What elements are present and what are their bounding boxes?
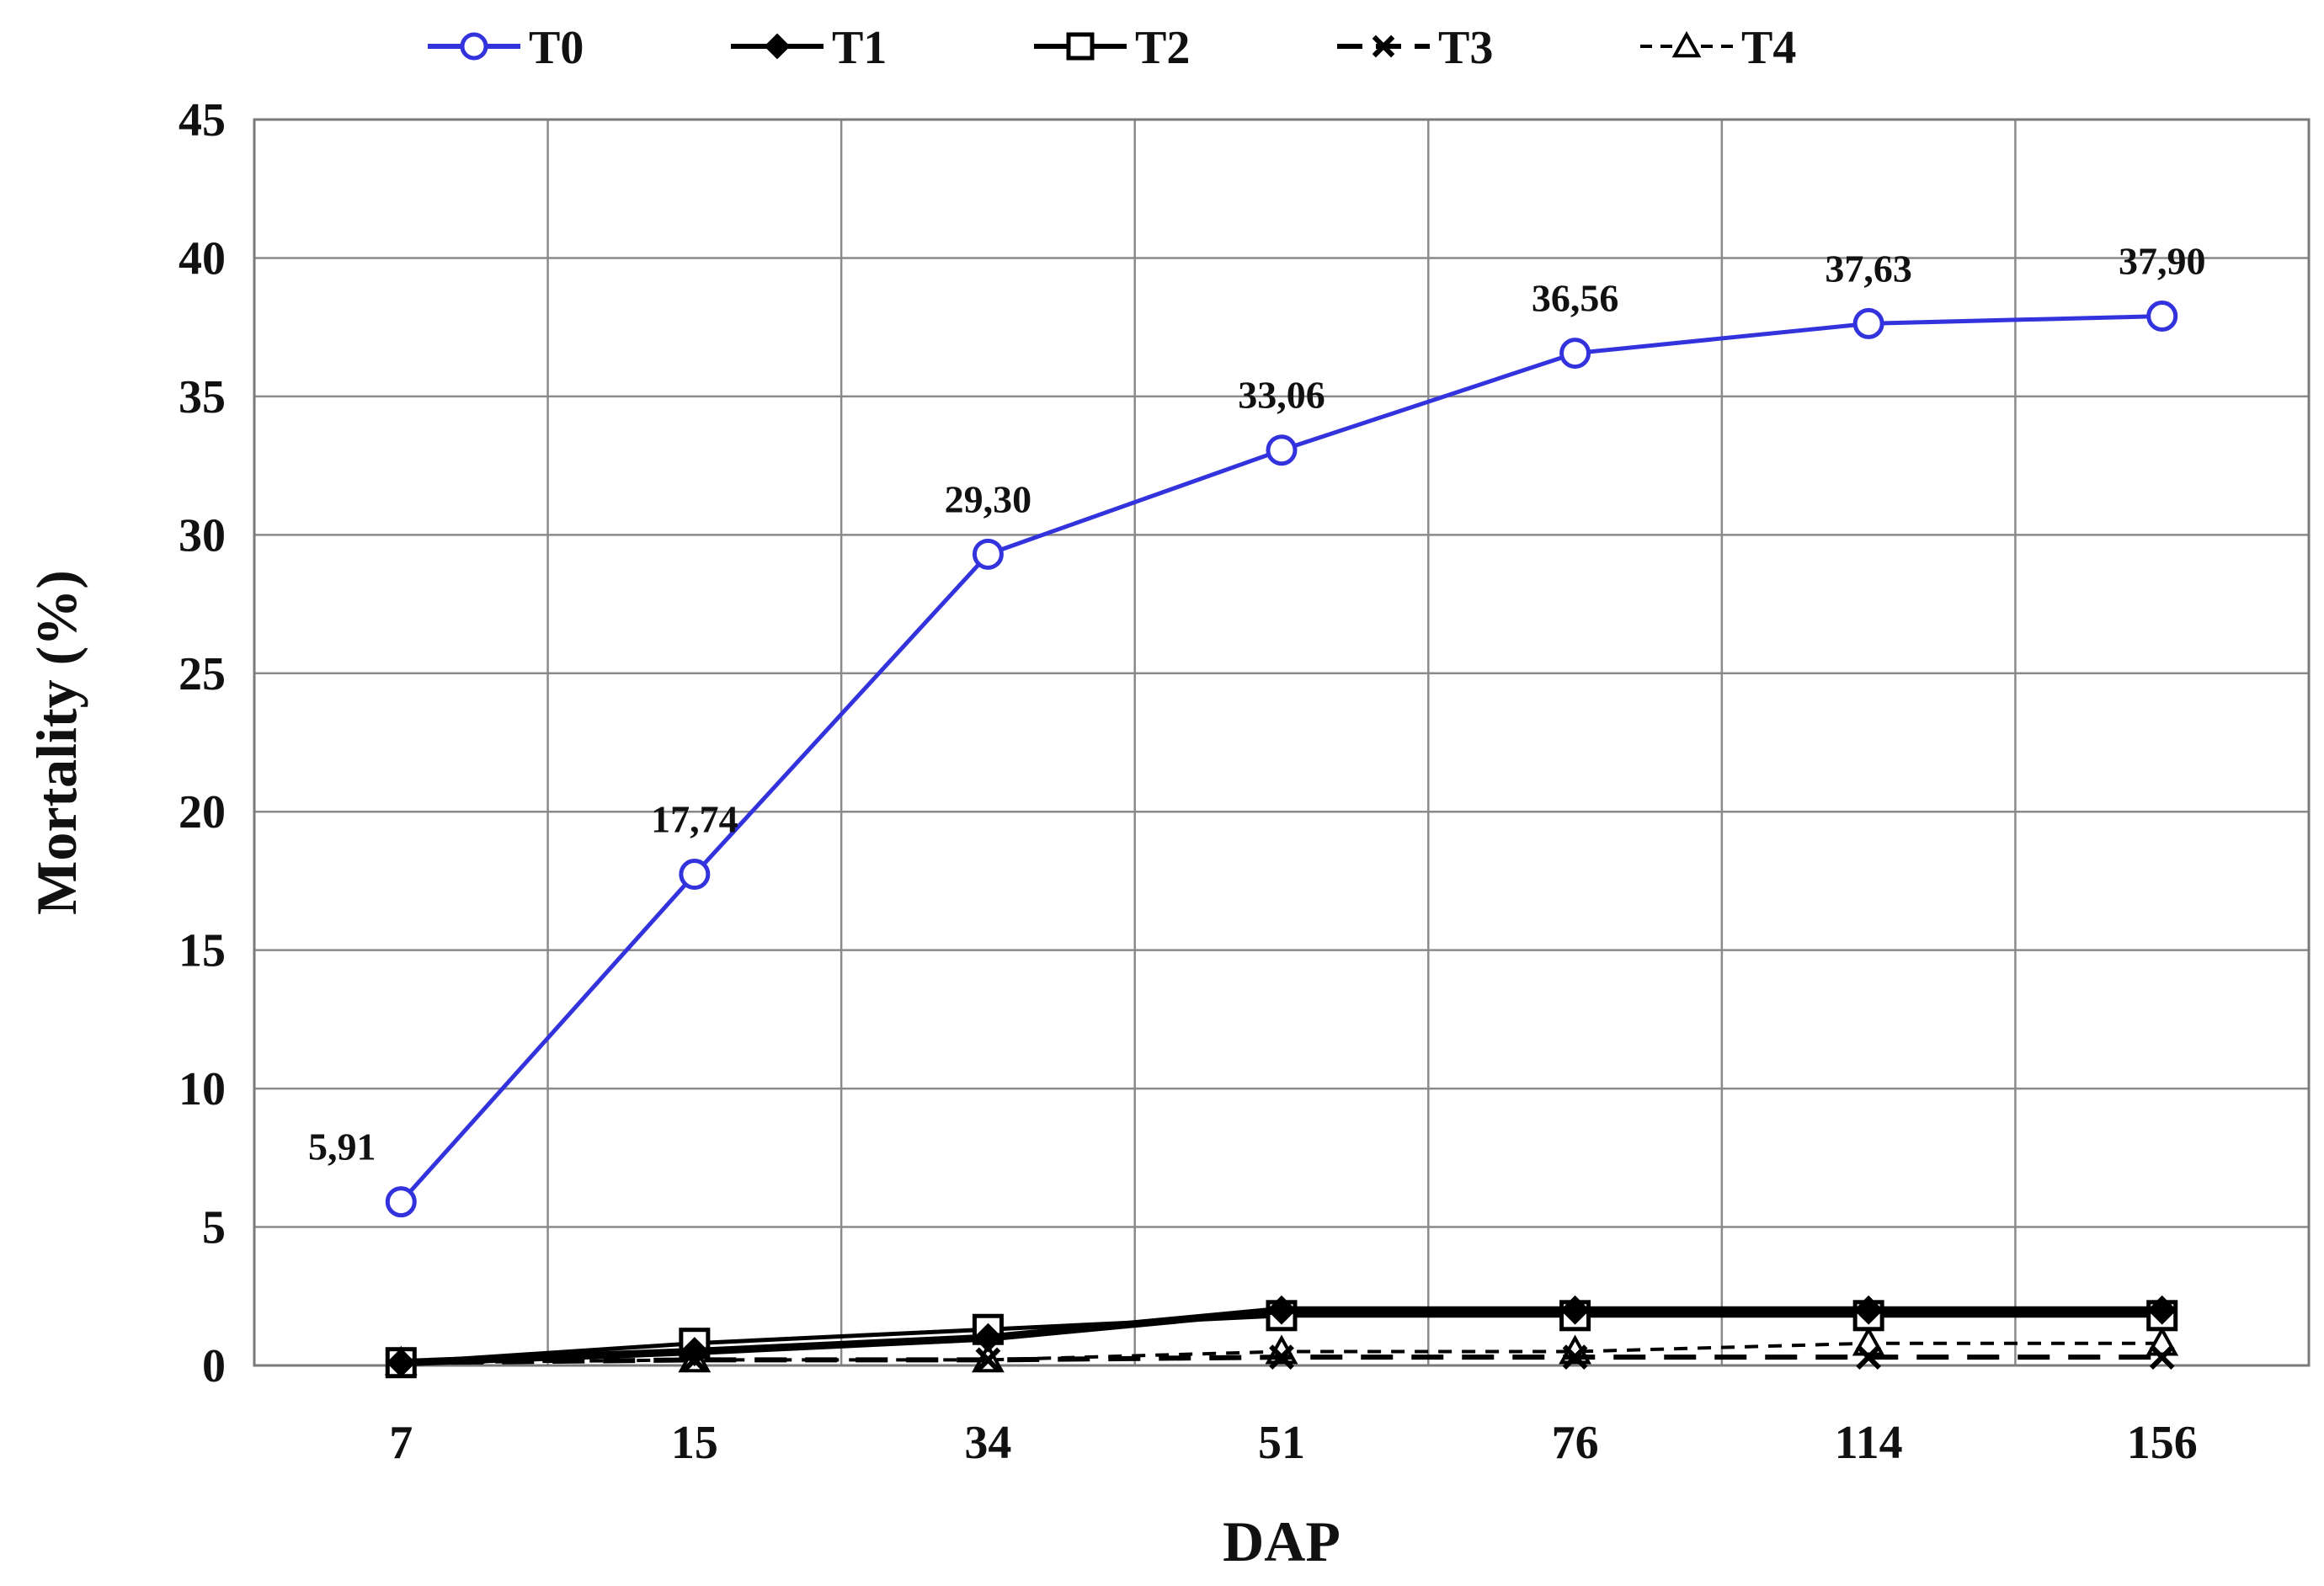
data-label-t0: 33,06: [1238, 374, 1325, 417]
data-point-t3: [975, 1347, 1001, 1373]
data-point-t0: [1559, 338, 1591, 370]
legend: T0 T1 T2 T3 T4: [428, 22, 1796, 74]
y-tick-label: 40: [179, 232, 226, 285]
plot-area-border: [253, 118, 2311, 1367]
marker-stroke: [2149, 1344, 2175, 1370]
x-tick-label: 7: [389, 1417, 413, 1469]
marker-stroke: [1856, 1344, 1882, 1370]
y-tick-label: 0: [202, 1340, 226, 1392]
data-point-t1: [2147, 1295, 2177, 1325]
legend-item-t1: T1: [731, 22, 887, 74]
y-tick-label: 30: [179, 509, 226, 561]
series-t1: [386, 1295, 2177, 1378]
data-label-t0: 37,63: [1825, 247, 1912, 290]
data-label-t0: 37,90: [2119, 240, 2206, 283]
data-point-t0: [679, 859, 711, 891]
marker-stroke: [975, 1347, 1001, 1373]
data-label-t0: 5,91: [308, 1126, 376, 1168]
data-point-t1: [386, 1348, 416, 1378]
data-point-t1: [680, 1337, 710, 1366]
legend-item-t4: T4: [1640, 22, 1796, 74]
data-labels: 5,91 17,74 29,30 33,06 36,56 37,63 37,90: [308, 240, 2205, 1168]
data-point-t1: [1853, 1295, 1884, 1325]
legend-label-t3: T3: [1438, 22, 1493, 74]
data-point-t3: [1856, 1344, 1882, 1370]
legend-item-t2: T2: [1034, 22, 1190, 74]
y-tick-label: 25: [179, 648, 226, 700]
y-tick-label: 10: [179, 1063, 226, 1115]
x-tick-label: 76: [1552, 1417, 1599, 1469]
marker-stroke: [1269, 1344, 1294, 1370]
legend-swatch-marker: [1066, 32, 1095, 61]
data-point-t3: [1269, 1344, 1294, 1370]
legend-item-t3: T3: [1337, 22, 1493, 74]
legend-label-t0: T0: [529, 22, 584, 74]
y-axis-title: Mortality (%): [24, 570, 88, 915]
gridlines: [254, 118, 2309, 1367]
marker-stroke: [1372, 35, 1395, 58]
data-point-t3: [1562, 1344, 1588, 1370]
x-tick-label: 51: [1258, 1417, 1305, 1469]
data-label-t0: 36,56: [1532, 277, 1619, 320]
legend-item-t0: T0: [428, 22, 584, 74]
marker-stroke: [1562, 1344, 1588, 1370]
data-point-t1: [1266, 1295, 1297, 1325]
series-t0: [385, 301, 2178, 1218]
legend-swatch-marker: [460, 32, 488, 61]
y-tick-label: 5: [202, 1202, 226, 1254]
legend-label-t4: T4: [1741, 22, 1796, 74]
x-tick-label: 15: [671, 1417, 718, 1469]
series-layer: [384, 301, 2179, 1379]
data-point-t3: [2149, 1344, 2175, 1370]
data-label-t0: 17,74: [651, 798, 738, 841]
legend-label-t2: T2: [1135, 22, 1190, 74]
legend-swatch-marker: [1372, 35, 1395, 58]
x-tick-label: 34: [964, 1417, 1011, 1469]
data-point-t1: [973, 1323, 1003, 1353]
y-tick-label: 20: [179, 786, 226, 838]
x-tick-label: 156: [2127, 1417, 2198, 1469]
y-tick-label: 35: [179, 371, 226, 423]
data-point-t0: [972, 538, 1004, 570]
data-point-t0: [1266, 434, 1298, 466]
y-axis-ticks: 0 5 10 15 20 25 30 35 40 45: [179, 94, 226, 1392]
data-point-t0: [385, 1186, 417, 1218]
x-axis-ticks: 7 15 34 51 76 114 156: [389, 1417, 2197, 1469]
x-tick-label: 114: [1835, 1417, 1903, 1469]
data-point-t0: [1852, 307, 1884, 339]
data-point-t0: [2146, 301, 2178, 333]
legend-label-t1: T1: [832, 22, 887, 74]
y-tick-label: 15: [179, 925, 226, 977]
legend-swatch-marker: [764, 33, 791, 60]
data-point-t1: [1560, 1295, 1590, 1325]
y-tick-label: 45: [179, 94, 226, 146]
legend-swatch-marker: [1671, 30, 1702, 58]
x-axis-title: DAP: [1223, 1509, 1341, 1573]
data-label-t0: 29,30: [945, 477, 1032, 520]
